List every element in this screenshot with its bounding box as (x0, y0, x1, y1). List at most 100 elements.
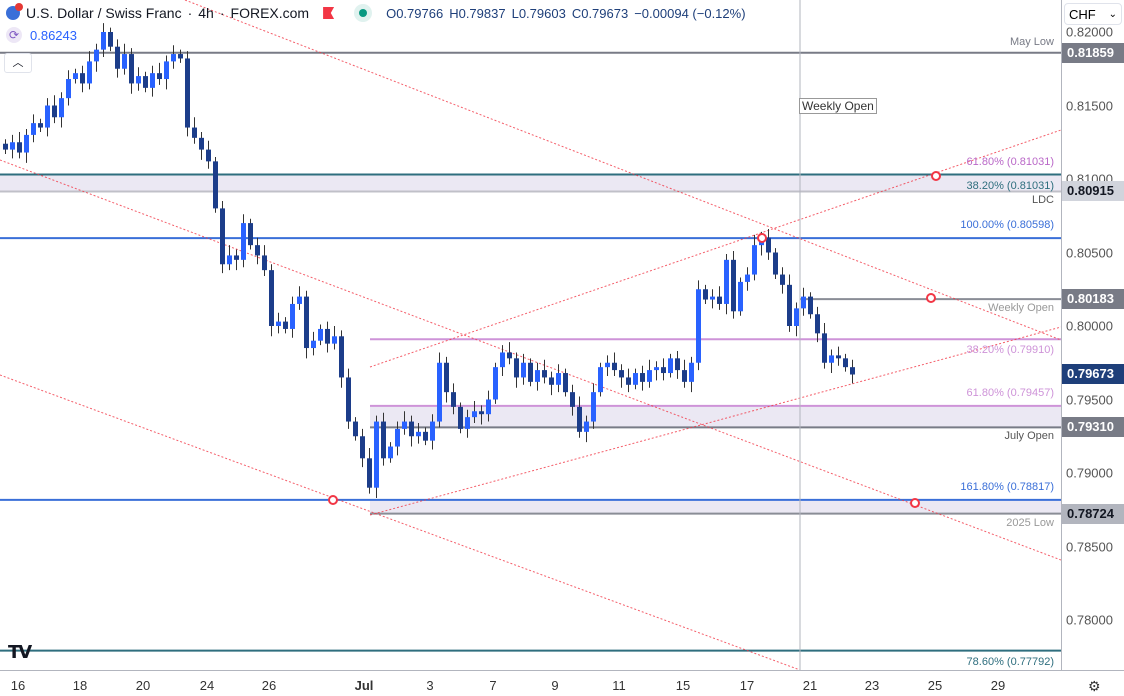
candle-body (521, 362, 526, 378)
flag-icon[interactable] (323, 7, 335, 19)
level-label: Weekly Open (988, 302, 1054, 315)
touch-marker (757, 233, 767, 243)
touch-marker (910, 498, 920, 508)
price-axis[interactable] (1061, 0, 1124, 670)
currency-flag-icon (6, 3, 23, 20)
candle-body (185, 58, 190, 128)
time-axis-label: 7 (489, 678, 497, 693)
candle-body (416, 431, 421, 437)
candle-body (395, 428, 400, 447)
candle-body (843, 358, 848, 368)
candle-body (773, 252, 778, 275)
price-chart[interactable] (0, 0, 1061, 670)
price-tag: 0.79310 (1062, 417, 1124, 438)
candle-body (164, 61, 169, 80)
candle-body (465, 417, 470, 429)
level-label: 38.20% (0.79910) (966, 344, 1054, 357)
price-axis-label: 0.82000 (1066, 24, 1113, 40)
candle-body (115, 46, 120, 69)
currency-select[interactable]: CHF ⌄ (1064, 3, 1122, 25)
candle-body (486, 399, 491, 415)
time-axis-label: 23 (864, 678, 880, 693)
candle-body (255, 245, 260, 256)
candle-body (752, 245, 757, 275)
candle-body (157, 73, 162, 80)
time-axis[interactable] (0, 670, 1124, 696)
candle-body (724, 259, 729, 304)
level-label: 38.20% (0.81031) (966, 180, 1054, 193)
candle-body (570, 392, 575, 407)
trendline (184, 0, 1061, 341)
time-axis-label: 3 (426, 678, 434, 693)
candle-body (227, 255, 232, 265)
symbol-header[interactable]: U.S. Dollar / Swiss Franc · 4h · FOREX.com… (6, 3, 746, 22)
level-label: 2025 Low (1006, 516, 1054, 529)
price-axis-label: 0.78000 (1066, 612, 1113, 628)
interval[interactable]: 4h (198, 5, 214, 21)
candle-body (388, 446, 393, 459)
candle-body (206, 149, 211, 162)
market-open-icon (354, 4, 373, 22)
candle-body (598, 367, 603, 393)
candle-body (3, 143, 8, 150)
candle-body (346, 377, 351, 422)
candle-body (815, 314, 820, 334)
level-label: May Low (1009, 35, 1054, 48)
candle-body (374, 421, 379, 488)
price-axis-label: 0.80000 (1066, 318, 1113, 334)
candle-body (661, 367, 666, 374)
candle-body (731, 259, 736, 312)
collapse-button[interactable]: ︿ (4, 53, 32, 73)
candle-body (213, 161, 218, 209)
level-label: 61.80% (0.79457) (966, 386, 1054, 399)
candle-body (290, 303, 295, 329)
candle-body (479, 411, 484, 415)
candle-body (129, 54, 134, 84)
price-tag: 0.78724 (1062, 503, 1124, 524)
candle-body (325, 328, 330, 344)
candle-body (80, 73, 85, 84)
tradingview-logo[interactable]: 𝗧𝗩 (8, 642, 32, 662)
candle-body (535, 370, 540, 382)
candle-body (836, 355, 841, 359)
price-tag: 0.79673 (1062, 364, 1124, 385)
candle-body (122, 54, 127, 69)
level-zone (370, 405, 1061, 428)
ohlc-close: C0.79673 (571, 5, 629, 21)
chevron-down-icon: ⌄ (1108, 9, 1117, 20)
candle-body (682, 370, 687, 382)
candle-body (542, 370, 547, 378)
candle-body (101, 32, 106, 50)
candle-body (409, 421, 414, 437)
ohlc-open: O0.79766 (386, 5, 444, 21)
refresh-icon[interactable]: ⟳ (6, 27, 22, 43)
candle-body (493, 367, 498, 400)
price-axis-label: 0.78500 (1066, 539, 1113, 554)
time-axis-label: 29 (990, 678, 1006, 693)
candle-body (248, 223, 253, 246)
candle-body (689, 362, 694, 382)
touch-marker (328, 495, 338, 505)
candle-body (318, 328, 323, 341)
candle-body (52, 105, 57, 118)
time-axis-label: 11 (612, 678, 626, 693)
candle-body (801, 296, 806, 309)
candle-body (668, 358, 673, 374)
level-zone (0, 174, 1061, 192)
candle-body (703, 289, 708, 300)
candle-body (696, 289, 701, 363)
candle-body (430, 421, 435, 441)
candle-body (17, 142, 22, 153)
candle-body (577, 406, 582, 432)
candle-body (500, 352, 505, 368)
candle-body (444, 362, 449, 393)
indicator-row[interactable]: ⟳ 0.86243 (6, 27, 77, 43)
candle-body (591, 392, 596, 422)
candle-body (738, 281, 743, 312)
candle-body (339, 336, 344, 378)
settings-icon[interactable]: ⚙ (1088, 678, 1101, 694)
price-tag: 0.81859 (1062, 42, 1124, 63)
candle-body (108, 32, 113, 47)
time-axis-label: 16 (10, 678, 26, 693)
level-label: 100.00% (0.80598) (960, 219, 1054, 232)
